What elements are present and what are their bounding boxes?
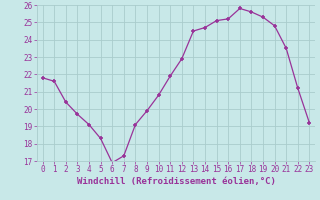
X-axis label: Windchill (Refroidissement éolien,°C): Windchill (Refroidissement éolien,°C) (76, 177, 276, 186)
